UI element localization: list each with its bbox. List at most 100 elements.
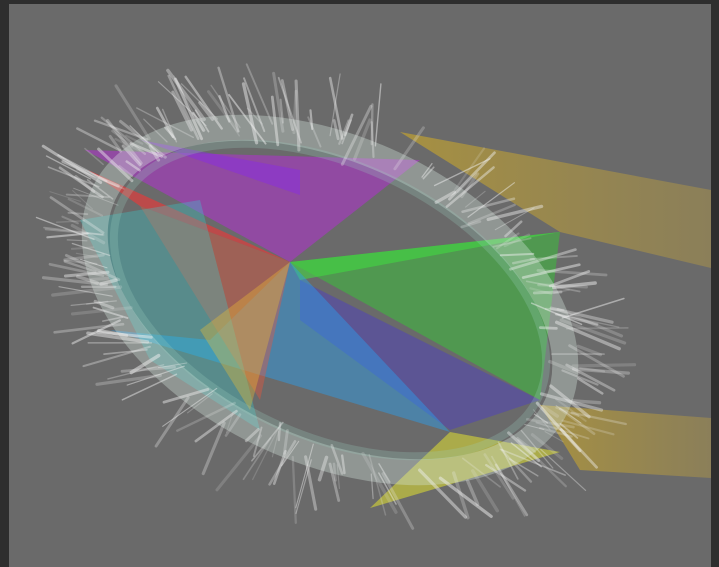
- streak: [63, 253, 105, 262]
- streak: [529, 287, 553, 295]
- streak: [555, 405, 582, 424]
- streak: [225, 411, 234, 433]
- streak: [47, 166, 100, 188]
- streak: [76, 127, 122, 152]
- streak: [532, 409, 551, 431]
- streak: [58, 286, 113, 297]
- streak: [244, 427, 260, 443]
- streak: [129, 353, 161, 375]
- streak: [374, 83, 382, 147]
- azure-fan: [110, 262, 450, 432]
- streak: [49, 191, 81, 202]
- streak: [66, 239, 88, 242]
- streak: [309, 109, 314, 130]
- streak: [499, 252, 535, 257]
- streak: [85, 300, 109, 305]
- streak: [454, 147, 486, 191]
- streak: [517, 439, 567, 488]
- streak: [45, 155, 92, 180]
- ring-band: [109, 139, 551, 461]
- streak: [520, 429, 554, 469]
- streak: [35, 216, 95, 241]
- streak: [507, 431, 541, 462]
- streak: [82, 345, 151, 368]
- streak: [544, 431, 564, 443]
- streak: [559, 318, 627, 345]
- streak: [295, 459, 312, 515]
- streak: [191, 111, 206, 132]
- streak: [277, 422, 282, 442]
- streak: [448, 151, 496, 201]
- streak: [307, 116, 322, 148]
- orange-fan: [200, 262, 290, 410]
- streak: [97, 147, 134, 183]
- streak: [201, 421, 226, 476]
- streak: [71, 319, 122, 345]
- streak: [491, 455, 526, 517]
- streak: [295, 443, 314, 509]
- streak: [61, 215, 79, 225]
- streak: [148, 144, 161, 162]
- streak: [541, 405, 559, 418]
- canvas-background: [9, 4, 711, 567]
- streak: [100, 116, 147, 156]
- streak: [500, 449, 533, 483]
- streak: [524, 424, 545, 430]
- streak: [281, 440, 300, 467]
- streak: [370, 473, 374, 500]
- streak: [565, 326, 629, 330]
- streak: [471, 469, 499, 513]
- streak: [272, 449, 287, 486]
- streak: [74, 175, 96, 194]
- streak: [97, 328, 129, 338]
- streak: [162, 387, 210, 404]
- streak: [67, 211, 89, 216]
- streak: [486, 204, 544, 222]
- streak: [343, 113, 354, 137]
- streak: [49, 196, 105, 235]
- streak: [460, 172, 480, 199]
- streak: [93, 299, 115, 310]
- magenta-fan: [85, 150, 420, 262]
- streak: [71, 242, 111, 257]
- streak: [577, 377, 604, 395]
- streak: [492, 237, 532, 248]
- streak: [161, 108, 178, 143]
- streak: [353, 118, 372, 161]
- streak: [51, 285, 123, 297]
- streak: [162, 387, 218, 427]
- streak: [561, 297, 625, 319]
- streak: [194, 409, 238, 443]
- streak: [245, 63, 274, 125]
- streak: [99, 278, 118, 286]
- streak: [143, 118, 168, 143]
- streak: [63, 260, 97, 273]
- streak: [251, 421, 284, 462]
- streak: [433, 158, 491, 187]
- streak: [270, 95, 280, 147]
- streak: [125, 160, 141, 172]
- streak: [332, 119, 340, 141]
- streak: [164, 126, 177, 141]
- streak: [63, 259, 98, 265]
- streak: [194, 109, 210, 133]
- streak: [503, 233, 531, 248]
- streak: [241, 82, 259, 145]
- streak: [243, 77, 266, 133]
- streak: [127, 334, 151, 338]
- streak: [76, 274, 100, 285]
- streak: [370, 103, 374, 146]
- streak: [73, 187, 119, 206]
- streak: [466, 479, 480, 506]
- streak: [555, 406, 580, 417]
- streak: [166, 68, 206, 122]
- streak: [378, 472, 397, 505]
- streak: [129, 125, 159, 154]
- streak: [294, 79, 301, 152]
- ring: [81, 114, 579, 486]
- streak: [538, 326, 558, 330]
- streak: [328, 462, 341, 502]
- streak: [86, 331, 150, 344]
- streak: [43, 226, 104, 236]
